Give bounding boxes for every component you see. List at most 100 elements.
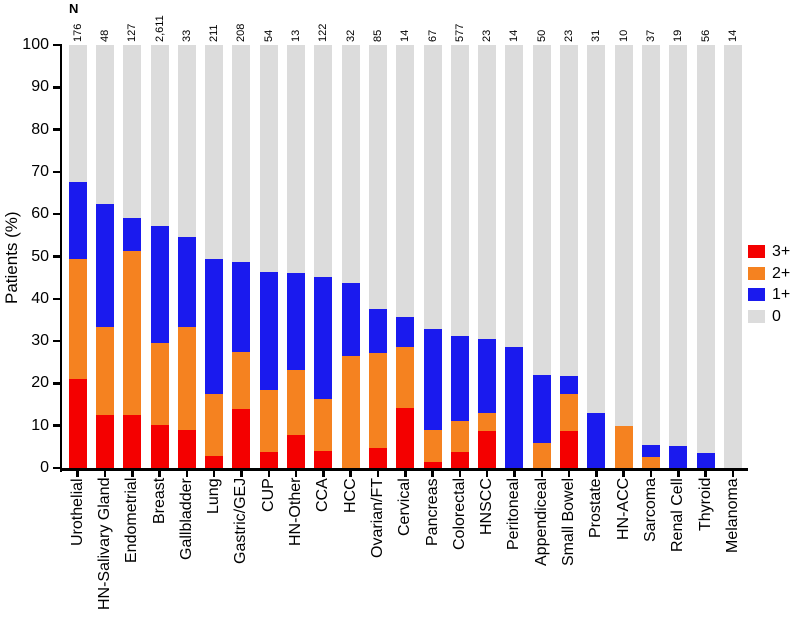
y-tick: [52, 339, 60, 343]
bar-segment-2plus: [287, 370, 306, 436]
bar-segment-2plus: [560, 394, 579, 432]
bar-segment-2plus: [478, 413, 497, 432]
bar-segment-2plus: [177, 327, 196, 430]
y-tick: [52, 170, 60, 174]
x-category-label: Gallbladder: [177, 478, 195, 560]
bar-segment-1plus: [150, 226, 169, 343]
bar-segment-0: [150, 45, 169, 227]
n-value-label: 176: [71, 23, 84, 42]
x-tick: [267, 470, 270, 477]
x-category-label: Small Bowel: [560, 478, 578, 567]
bar-segment-1plus: [396, 316, 415, 348]
bar-segment-1plus: [478, 339, 497, 413]
bar-segment-1plus: [669, 445, 688, 468]
y-tick-label: 20: [31, 374, 49, 392]
bar-segment-1plus: [341, 283, 360, 356]
x-category-label: Sarcoma: [641, 478, 659, 543]
bar-segment-1plus: [641, 445, 660, 457]
bar-segment-1plus: [532, 374, 551, 443]
bar-segment-3plus: [287, 435, 306, 468]
bar-segment-3plus: [177, 429, 196, 468]
n-value-label: 54: [262, 29, 275, 42]
legend-swatch-2plus: [748, 266, 765, 280]
bar-segment-0: [341, 45, 360, 284]
legend-label-3plus: 3+: [772, 243, 791, 260]
legend-label-1plus: 1+: [772, 286, 791, 303]
bar-segment-2plus: [68, 259, 87, 380]
x-tick: [595, 470, 598, 477]
n-value-label: 10: [617, 29, 630, 42]
bar-segment-0: [368, 45, 387, 309]
bar-segment-3plus: [478, 431, 497, 468]
y-tick: [52, 466, 60, 470]
bar-segment-2plus: [95, 327, 114, 416]
bar-segment-3plus: [68, 379, 87, 468]
y-tick: [52, 424, 60, 427]
x-category-label: Peritoneal: [505, 478, 523, 551]
bar-segment-3plus: [314, 450, 333, 468]
n-value-label: 67: [426, 29, 439, 42]
n-value-label: 48: [98, 29, 111, 42]
bar-segment-0: [396, 45, 415, 317]
bar-segment-0: [505, 45, 524, 348]
x-axis-line: [59, 468, 748, 471]
x-category-label: Renal Cell: [669, 478, 687, 552]
bar-segment-3plus: [205, 456, 224, 468]
bar-segment-0: [614, 45, 633, 426]
bar-segment-2plus: [614, 425, 633, 468]
x-category-label: Lung: [205, 478, 223, 514]
n-value-label: 23: [481, 29, 494, 42]
n-value-label: 14: [508, 29, 521, 42]
n-value-label: 211: [208, 24, 221, 42]
x-category-label: HN-Other: [287, 478, 305, 547]
bar-segment-0: [560, 45, 579, 377]
x-category-label: Pancreas: [423, 478, 441, 546]
bar-segment-2plus: [423, 429, 442, 462]
x-tick: [731, 470, 735, 477]
n-value-label: 208: [235, 23, 248, 42]
bar-segment-0: [95, 45, 114, 204]
bar-segment-3plus: [123, 414, 142, 468]
legend-label-0: 0: [772, 307, 781, 325]
bar-segment-0: [314, 45, 333, 278]
bar-segment-0: [259, 45, 278, 273]
n-value-label: 56: [699, 29, 712, 42]
y-axis-line: [59, 44, 62, 472]
bar-segment-1plus: [314, 277, 333, 399]
n-value-label: 2,611: [153, 15, 166, 42]
legend-item-0: 0: [748, 307, 790, 325]
bar-segment-1plus: [259, 272, 278, 390]
x-category-label: Cervical: [396, 478, 414, 536]
bar-segment-3plus: [396, 407, 415, 468]
x-tick: [540, 470, 543, 477]
bar-segment-2plus: [641, 456, 660, 468]
x-category-label: Appendiceal: [532, 478, 550, 567]
x-category-label: HN-ACC: [614, 478, 632, 541]
legend: 3+ 2+ 1+ 0: [748, 243, 791, 331]
y-tick-label: 50: [31, 247, 49, 265]
bar-segment-2plus: [150, 342, 169, 426]
bar-segment-0: [532, 45, 551, 375]
x-category-label: Thyroid: [696, 478, 714, 532]
bar-segment-2plus: [232, 352, 251, 410]
x-tick: [622, 470, 625, 477]
bar-segment-0: [287, 45, 306, 273]
y-tick: [52, 212, 60, 216]
n-value-label: 14: [399, 29, 412, 42]
n-value-label: 23: [563, 29, 576, 42]
x-tick: [485, 470, 489, 477]
bar-segment-3plus: [95, 415, 114, 468]
bar-segment-3plus: [232, 409, 251, 468]
x-category-label: Gastric/GEJ: [232, 478, 250, 565]
bar-segment-1plus: [696, 452, 715, 468]
y-tick-label: 10: [31, 416, 49, 434]
y-tick-label: 100: [22, 36, 49, 53]
bar-segment-1plus: [68, 182, 87, 260]
x-tick: [513, 470, 516, 477]
bar-segment-2plus: [368, 353, 387, 449]
x-tick: [322, 470, 325, 477]
x-category-label: Melanoma: [723, 478, 741, 553]
x-tick: [376, 470, 380, 477]
y-tick: [52, 382, 60, 385]
